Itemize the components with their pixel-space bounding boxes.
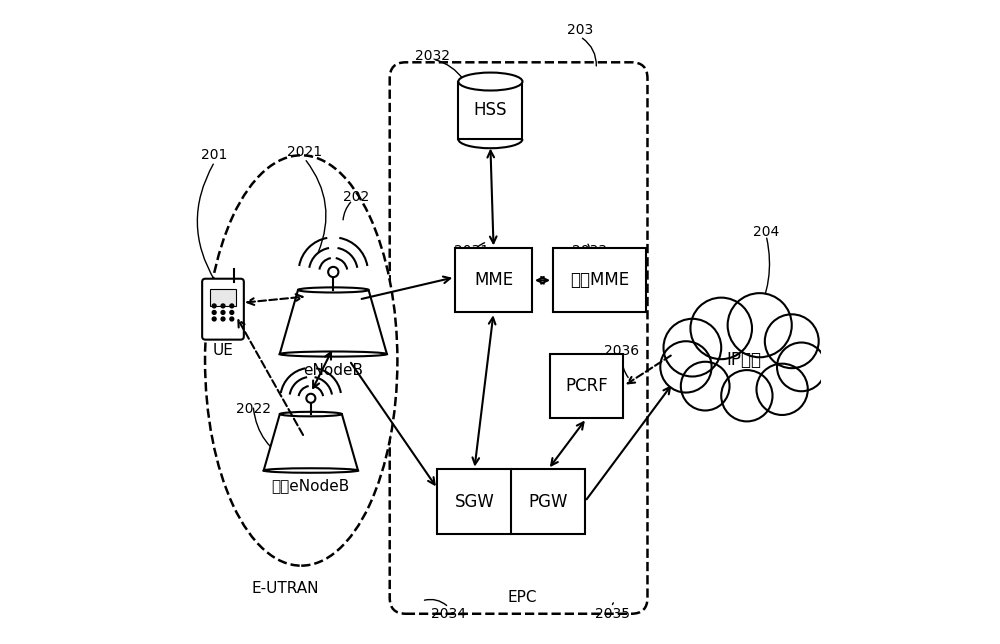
Circle shape [721,370,773,421]
Polygon shape [264,414,358,471]
Text: 203: 203 [567,23,593,37]
Circle shape [690,298,752,359]
Ellipse shape [205,155,397,565]
Text: 2031: 2031 [454,245,489,258]
Ellipse shape [280,352,387,357]
Text: SGW: SGW [454,493,494,511]
Text: 2034: 2034 [431,607,466,621]
FancyBboxPatch shape [202,279,244,339]
Text: MME: MME [474,271,513,289]
Text: 其它eNodeB: 其它eNodeB [272,478,350,493]
Text: 204: 204 [753,225,779,239]
Circle shape [221,317,225,321]
Text: 2032: 2032 [415,49,450,63]
Bar [550,354,623,418]
Text: HSS: HSS [474,101,507,119]
Circle shape [328,267,338,277]
Text: 其它MME: 其它MME [570,271,629,289]
Ellipse shape [298,287,369,292]
Text: 2022: 2022 [236,402,271,415]
Text: IP业务: IP业务 [726,352,761,370]
Circle shape [230,310,234,314]
Text: eNodeB: eNodeB [303,363,363,377]
Text: 201: 201 [201,148,228,162]
Circle shape [660,341,712,393]
Circle shape [728,293,792,357]
Text: UE: UE [213,343,233,358]
Circle shape [230,317,234,321]
Circle shape [765,314,819,368]
Circle shape [230,304,234,308]
Circle shape [221,304,225,308]
Text: 202: 202 [343,190,369,204]
Circle shape [212,317,216,321]
Ellipse shape [264,468,358,473]
Bar [458,82,522,139]
Bar [553,248,646,312]
Bar [210,289,236,307]
Text: PGW: PGW [528,493,568,511]
Circle shape [664,319,721,377]
Text: E-UTRAN: E-UTRAN [251,581,319,596]
Ellipse shape [458,73,522,91]
Circle shape [777,343,826,392]
Text: 2021: 2021 [287,145,322,159]
Circle shape [756,364,808,415]
Circle shape [212,310,216,314]
Bar [455,248,532,312]
Text: 2033: 2033 [572,245,607,258]
Text: 2036: 2036 [604,344,639,358]
Polygon shape [280,290,387,354]
Circle shape [681,362,730,410]
Text: 2035: 2035 [595,607,630,621]
Circle shape [306,393,315,402]
Ellipse shape [280,412,342,416]
Circle shape [221,310,225,314]
Text: PCRF: PCRF [565,377,608,395]
Circle shape [212,304,216,308]
Bar [437,469,585,534]
FancyBboxPatch shape [390,62,647,614]
Text: EPC: EPC [508,590,537,605]
